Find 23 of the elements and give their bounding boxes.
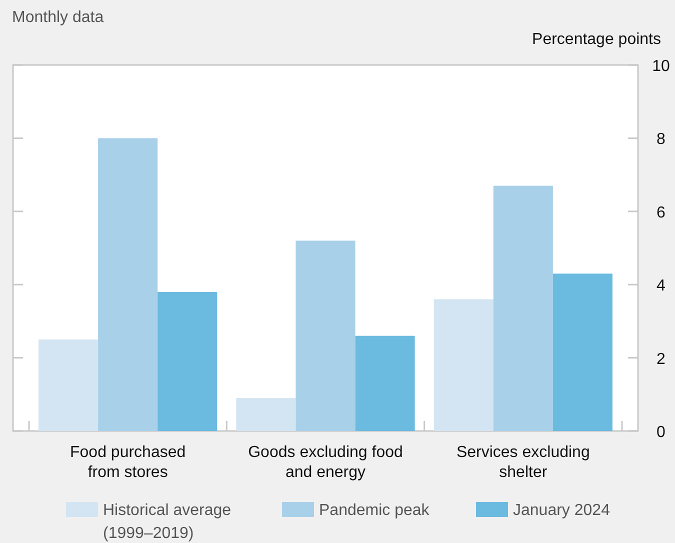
bar	[236, 398, 296, 431]
y-tick-label: 4	[656, 278, 666, 295]
y-tick-label: 2	[656, 350, 666, 368]
y-tick-label: 8	[656, 131, 666, 148]
y-tick-label: 0	[656, 424, 666, 441]
bar	[355, 336, 415, 431]
chart-title: Monthly data	[12, 9, 104, 26]
bar	[158, 292, 218, 431]
bar	[296, 240, 356, 431]
bar	[552, 274, 612, 431]
bar	[434, 299, 494, 431]
x-tick-label: Goods excluding food and energy	[248, 444, 403, 481]
y-axis-title: Percentage points	[532, 31, 661, 48]
bar	[98, 138, 158, 431]
legend-label: Pandemic peak	[319, 502, 430, 519]
legend-label: January 2024	[513, 502, 610, 519]
legend-label: Historical average (1999–2019)	[103, 502, 232, 542]
x-tick-label: Food purchased from stores	[70, 444, 186, 481]
bar	[493, 186, 553, 431]
y-tick-label: 6	[656, 204, 666, 222]
bar	[38, 340, 98, 431]
y-tick-label: 10	[652, 58, 670, 75]
x-tick-label: Services excluding shelter	[456, 444, 590, 481]
